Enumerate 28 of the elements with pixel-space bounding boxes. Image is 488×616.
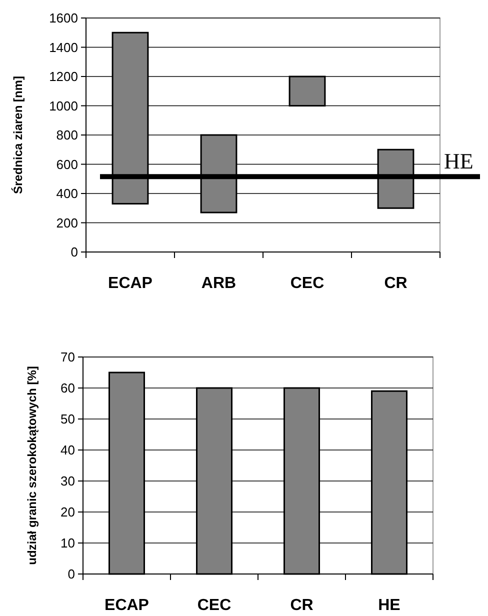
ref-line-label: HE: [444, 148, 474, 174]
y-tick-label: 1000: [49, 98, 78, 114]
y-tick-label: 1200: [49, 69, 78, 84]
x-tick-label: HE: [378, 597, 401, 614]
x-tick-label: ECAP: [108, 275, 153, 292]
x-tick-label: CR: [290, 597, 314, 614]
y-tick-label: 50: [60, 412, 75, 427]
x-tick-label: CEC: [290, 275, 325, 292]
y-axis-title: udział granic szerokokątowych [%]: [25, 366, 39, 565]
y-tick-label: 40: [60, 442, 75, 458]
y-tick-label: 0: [70, 244, 78, 260]
y-tick-label: 60: [60, 380, 75, 396]
y-tick-label: 10: [60, 536, 75, 551]
y-tick-label: 20: [60, 504, 75, 520]
y-tick-label: 70: [60, 350, 75, 365]
x-tick-label: ARB: [201, 275, 236, 292]
y-tick-label: 200: [56, 215, 78, 230]
y-tick-label: 400: [56, 186, 78, 202]
y-tick-label: 30: [60, 474, 75, 489]
x-tick-label: ECAP: [104, 597, 150, 614]
y-axis-title: Średnica ziaren [nm]: [11, 76, 25, 194]
x-tick-label: CR: [384, 275, 408, 292]
x-tick-label: CEC: [197, 597, 232, 614]
y-tick-label: 1600: [49, 10, 78, 26]
y-tick-label: 600: [56, 156, 78, 172]
y-tick-label: 0: [68, 566, 75, 582]
y-tick-label: 1400: [49, 40, 78, 55]
y-tick-label: 800: [56, 128, 78, 143]
